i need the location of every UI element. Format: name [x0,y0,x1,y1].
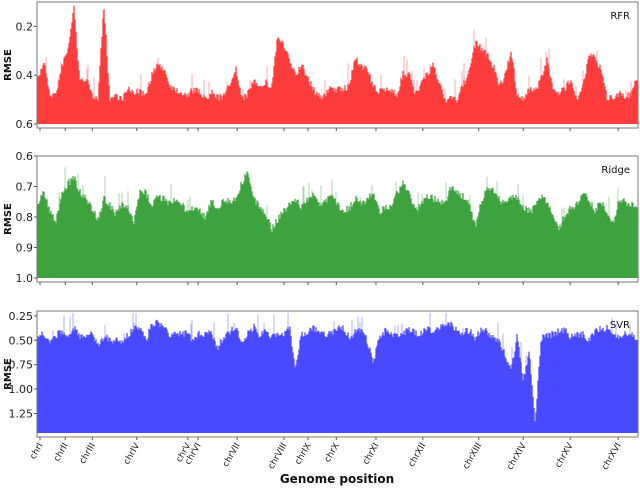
panel-svr: 0.25 0.50 0.75 1.00 1.25 RMSE SVR [3,310,639,440]
bars-svr [37,313,638,433]
y-axis-label: RMSE [3,49,14,81]
bars-rfr [37,5,638,124]
x-tick-label-chrxvi: chrXVI [600,442,623,472]
y-axis-label: RMSE [3,358,14,390]
x-tick-label-chri: chrI [28,442,45,462]
panel-rfr: 0.2 0.4 0.6 RMSE RFR [3,1,639,131]
x-tick-label-chriii: chrIII [78,442,98,466]
axes-frame [36,310,639,438]
y-axis-label: RMSE [3,203,14,235]
bars-ridge [37,167,638,278]
y-tick-label: 0.6 [16,150,34,163]
y-tick-label: 0.75 [9,359,34,372]
panel-title-rfr: RFR [610,11,630,22]
x-tick-label-chrxii: chrXII [407,442,429,469]
y-tick-label: 1.0 [16,272,34,285]
x-tick-label-chrxiii: chrXIII [461,442,484,472]
axes-frame [36,155,639,283]
y-tick-label: 0.9 [16,242,34,255]
x-tick-label-chrxv: chrXV [554,441,576,470]
y-tick-label: 0.25 [9,310,34,323]
y-tick-label: 0.50 [9,334,34,347]
x-tick-label-chrii: chrII [52,442,70,464]
panel-ridge: 0.6 0.7 0.8 0.9 1.0 RMSE Ridge [3,150,639,285]
y-tick-label: 0.6 [16,118,34,131]
x-axis-label: Genome position [280,472,394,486]
axes-frame [36,1,639,129]
panel-title-svr: SVR [610,320,630,331]
x-tick-label-chrviii: chrVIII [267,442,290,472]
y-tick-label: 0.7 [16,181,34,194]
panel-title-ridge: Ridge [601,165,630,176]
y-tick-label: 0.4 [16,69,34,82]
x-tick-label-chriv: chrIV [122,441,143,467]
y-tick-label: 1.00 [9,383,34,396]
y-tick-label: 1.25 [9,407,34,420]
panels: 0.2 0.4 0.6 RMSE RFR 0.6 0.7 0.8 0.9 1.0 RMSE Ridge… [3,1,639,440]
x-tick-label-chrxiv: chrXIV [505,441,529,472]
x-tick-label-chrxi: chrXI [361,442,381,467]
x-tick-label-chrix: chrIX [293,442,313,467]
y-tick-label: 0.2 [16,20,34,33]
x-tick-label-chrvii: chrVII [221,442,243,469]
y-tick-label: 0.8 [16,211,34,224]
x-tick-label-chrx: chrX [323,442,342,465]
